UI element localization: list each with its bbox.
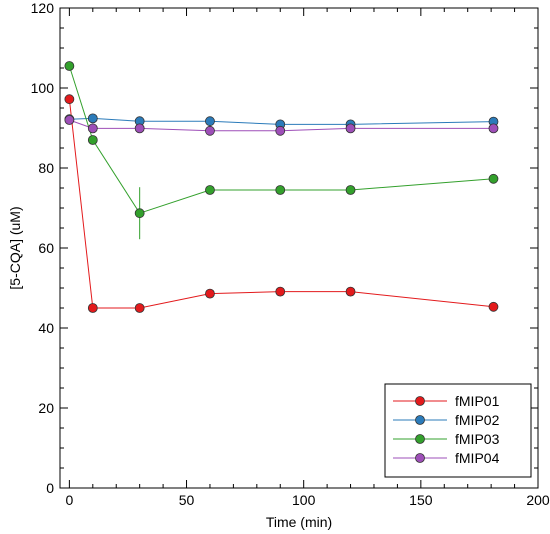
series-fMIP03 (64, 61, 499, 240)
data-point (345, 123, 356, 134)
data-point (275, 185, 286, 195)
legend-item: fMIP03 (393, 431, 500, 447)
data-point (134, 208, 145, 219)
data-point (488, 173, 499, 184)
legend-item: fMIP02 (393, 412, 500, 428)
legend-marker (415, 453, 425, 463)
data-point (134, 123, 145, 134)
y-tick-label: 80 (38, 160, 54, 176)
y-axis-title: [5-CQA] (uM) (7, 206, 23, 289)
x-tick-label: 50 (179, 492, 195, 508)
data-point (488, 123, 499, 134)
data-point (205, 116, 215, 127)
data-point (205, 288, 215, 299)
legend-item: fMIP04 (393, 450, 500, 466)
y-tick-label: 120 (31, 0, 55, 16)
data-point (205, 125, 215, 136)
legend-label: fMIP01 (455, 393, 500, 409)
data-point (87, 303, 98, 313)
data-point (134, 303, 145, 313)
legend-label: fMIP03 (455, 431, 500, 447)
data-point (488, 301, 499, 312)
x-axis-title: Time (min) (266, 514, 332, 530)
legend-marker (415, 396, 425, 406)
legend-marker (415, 434, 425, 444)
y-tick-label: 0 (46, 480, 54, 496)
legend-marker (415, 415, 425, 425)
x-tick-label: 100 (292, 492, 316, 508)
data-point (205, 185, 215, 195)
data-point (87, 135, 98, 145)
legend-label: fMIP04 (455, 450, 500, 466)
data-point (87, 113, 98, 124)
legend-item: fMIP01 (393, 393, 500, 409)
data-point (345, 286, 356, 297)
x-tick-label: 150 (409, 492, 433, 508)
data-point (64, 61, 75, 71)
data-point (275, 125, 286, 136)
y-tick-label: 40 (38, 320, 54, 336)
axis-ticks (60, 7, 539, 489)
legend: fMIP01 fMIP02 fMIP03 fMIP04 (384, 383, 532, 478)
y-tick-label: 100 (31, 80, 55, 96)
data-point (275, 286, 286, 297)
data-point (87, 123, 98, 134)
legend-box (384, 383, 532, 478)
axis-tick-labels: 0 50 100 150 200 0 20 40 60 80 100 120 (31, 0, 550, 508)
data-point (345, 185, 356, 195)
x-tick-label: 200 (526, 492, 550, 508)
series-fMIP01 (64, 94, 499, 313)
x-tick-label: 0 (65, 492, 73, 508)
series-fMIP04 (64, 115, 499, 136)
data-point (64, 115, 75, 125)
y-tick-label: 20 (38, 400, 54, 416)
legend-label: fMIP02 (455, 412, 500, 428)
series-layer (64, 61, 499, 313)
data-point (64, 94, 75, 105)
y-tick-label: 60 (38, 240, 54, 256)
